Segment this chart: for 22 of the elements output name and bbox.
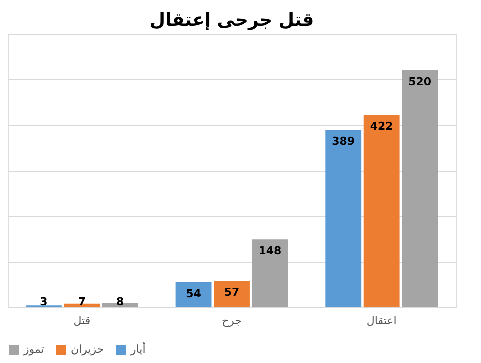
data-label: 520 [408, 75, 432, 88]
bar [252, 240, 288, 307]
chart-title: قتل جرحى إعتقال [150, 10, 314, 31]
data-label: 54 [186, 287, 202, 300]
bar [176, 282, 212, 307]
legend-label: تموز [23, 343, 44, 356]
x-tick-label: قتل [74, 314, 91, 328]
bar [364, 114, 400, 307]
legend-label: حزيران [71, 343, 104, 356]
data-label: 148 [258, 244, 282, 258]
data-label: 57 [224, 286, 240, 300]
bar [64, 304, 100, 307]
bar [326, 130, 362, 307]
x-tick-label: اعتقال [366, 314, 397, 328]
bar [402, 70, 438, 307]
data-label: 3 [40, 296, 48, 309]
x-tick-label: جرح [222, 314, 242, 328]
data-label: 422 [370, 120, 394, 133]
data-label: 389 [332, 135, 356, 148]
bar [214, 281, 250, 307]
data-label: 8 [116, 296, 124, 309]
legend-label: أيار [130, 342, 146, 356]
